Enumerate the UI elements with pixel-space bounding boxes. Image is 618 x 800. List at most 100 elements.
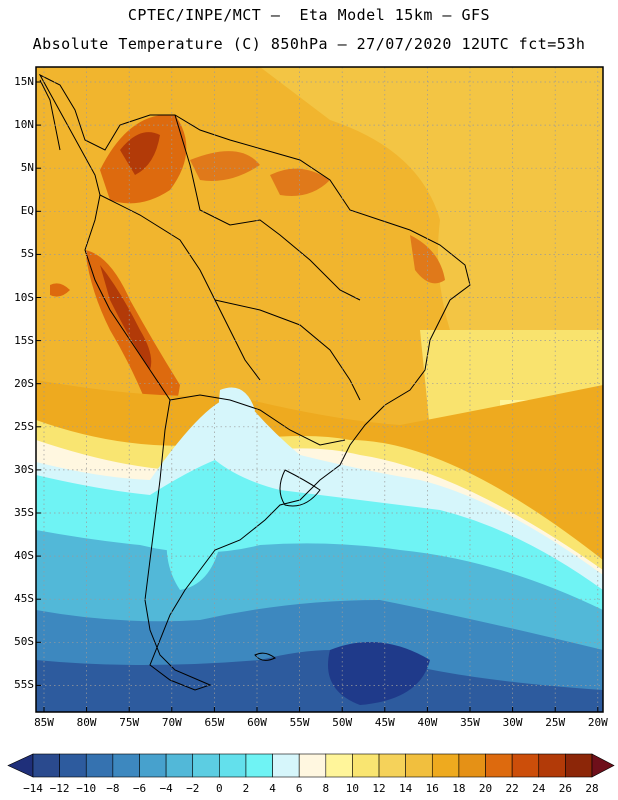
colorbar-swatch (325, 753, 353, 778)
lat-label: 15S (14, 333, 34, 347)
colorbar-over-arrow (591, 753, 615, 778)
colorbar-swatch (192, 753, 220, 778)
colorbar-label: −2 (186, 782, 200, 795)
patagonia-cyan-spot (166, 517, 220, 590)
colorbar-swatch (565, 753, 593, 778)
colorbar-under-arrow (7, 753, 34, 778)
lat-label: 20S (14, 376, 34, 390)
lat-label: 45S (14, 592, 34, 606)
lat-label: 5N (20, 161, 34, 175)
falklands (254, 652, 276, 661)
colorbar-label: 24 (532, 782, 546, 795)
lat-label: 55S (14, 678, 34, 692)
colorbar-label: −4 (159, 782, 173, 795)
colorbar-swatch (245, 753, 273, 778)
border-line-3 (214, 299, 361, 401)
axis-ticks (36, 81, 599, 712)
colorbar-label: 16 (425, 782, 439, 795)
lon-label: 75W (119, 716, 140, 729)
coastlines (38, 73, 471, 691)
lat-label: 35S (14, 506, 34, 519)
pacific-hot-spot (50, 283, 70, 297)
lat-label: 10N (14, 118, 34, 132)
lon-label: 25W (545, 716, 566, 729)
colorbar-label: 22 (505, 782, 519, 795)
guyana-hot-spot (270, 168, 330, 196)
temperature-field (36, 67, 603, 712)
colorbar-label: −14 (23, 782, 43, 795)
venezuela-hot-spot (190, 151, 260, 181)
border-line-4 (169, 394, 346, 446)
colorbar-label: 12 (372, 782, 386, 795)
colorbar (7, 753, 615, 778)
colorbar-swatch (139, 753, 167, 778)
lon-label: 85W (34, 716, 54, 729)
ne-warm-band (260, 67, 603, 380)
colorbar-swatch (458, 753, 486, 778)
colorbar-label: −12 (49, 782, 70, 795)
central-america-coast (39, 79, 61, 151)
colorbar-label: 8 (322, 782, 330, 795)
colorbar-swatch (272, 753, 300, 778)
lon-label: 45W (374, 716, 395, 729)
andes-hot-core (100, 265, 152, 370)
uruguay-outline (279, 469, 321, 507)
colorbar-label: 20 (478, 782, 493, 795)
colorbar-swatch (298, 753, 327, 778)
colorbar-swatch (431, 753, 460, 778)
colorbar-swatch (219, 753, 247, 778)
lon-label: 65W (204, 716, 225, 729)
chart-title-line2: Absolute Temperature (C) 850hPa – 27/07/… (32, 35, 586, 53)
colorbar-label: 10 (345, 782, 360, 795)
colorbar-label: −6 (132, 782, 147, 795)
colorbar-label: 28 (585, 782, 599, 795)
colorbar-label: 2 (242, 782, 250, 795)
ne-brazil-hot-spot (410, 235, 445, 284)
lon-label: 80W (76, 716, 97, 729)
colorbar-swatch (59, 753, 87, 778)
border-line-2 (99, 194, 261, 381)
colorbar-swatch (378, 753, 406, 778)
colorbar-label: 14 (399, 782, 413, 795)
deep-blue-core (328, 642, 430, 705)
lon-label: 50W (332, 716, 353, 729)
colorbar-label: 4 (269, 782, 276, 795)
colorbar-swatch (538, 753, 566, 778)
lat-label: 5S (20, 247, 34, 261)
lon-label: 20W (587, 716, 608, 729)
border-line-1 (174, 114, 361, 301)
colorbar-label: 6 (295, 782, 303, 795)
lon-label: 40W (417, 716, 438, 729)
colorbar-swatch (165, 753, 194, 778)
lat-label: 25S (14, 419, 34, 433)
colorbar-swatch (32, 753, 60, 778)
chart-title-line1: CPTEC/INPE/MCT – Eta Model 15km – GFS (127, 6, 491, 24)
lon-label: 35W (460, 716, 480, 729)
lat-label: 40S (14, 549, 34, 563)
colombia-hot-core (120, 132, 160, 175)
dark-blue-band (36, 650, 603, 712)
colorbar-label: 18 (452, 782, 466, 795)
map-frame (35, 66, 604, 713)
lat-label: EQ (20, 204, 34, 218)
colorbar-label: 26 (558, 782, 572, 795)
colorbar-swatch (112, 753, 140, 778)
colorbar-swatch (485, 753, 513, 778)
colorbar-swatch (405, 753, 433, 778)
lon-label: 55W (289, 716, 310, 729)
colorbar-swatch (85, 753, 114, 778)
lat-label: 10S (14, 290, 34, 304)
colorbar-label: −10 (76, 782, 97, 795)
lat-label: 30S (14, 462, 34, 476)
gridlines (36, 67, 603, 712)
colorbar-swatch (352, 753, 380, 778)
colorbar-swatch (511, 753, 540, 778)
lon-label: 60W (247, 716, 267, 729)
lon-label: 30W (502, 716, 523, 729)
lon-label: 70W (161, 716, 182, 729)
colorbar-label: 0 (216, 782, 223, 795)
lat-label: 15N (14, 75, 34, 88)
lat-label: 50S (14, 635, 34, 649)
colorbar-label: −8 (106, 782, 120, 795)
